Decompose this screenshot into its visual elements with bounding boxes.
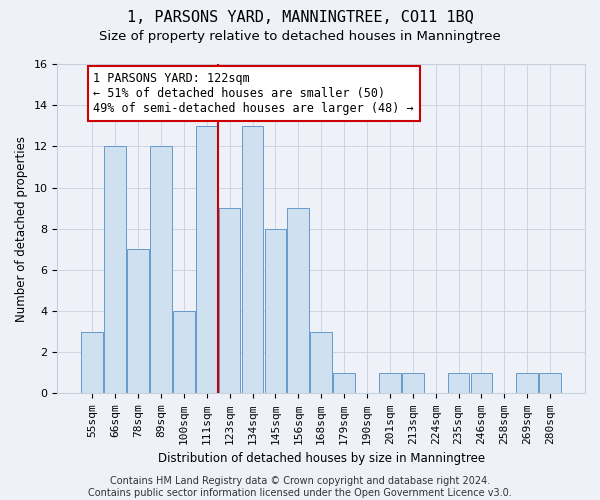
Bar	[265, 228, 286, 394]
Bar	[379, 373, 401, 394]
Bar	[104, 146, 126, 394]
Bar	[539, 373, 561, 394]
Bar	[219, 208, 241, 394]
Bar	[470, 373, 493, 394]
X-axis label: Distribution of detached houses by size in Manningtree: Distribution of detached houses by size …	[158, 452, 485, 465]
Bar	[287, 208, 309, 394]
Text: 1 PARSONS YARD: 122sqm
← 51% of detached houses are smaller (50)
49% of semi-det: 1 PARSONS YARD: 122sqm ← 51% of detached…	[94, 72, 414, 115]
Bar	[517, 373, 538, 394]
Bar	[242, 126, 263, 394]
Y-axis label: Number of detached properties: Number of detached properties	[15, 136, 28, 322]
Bar	[173, 311, 195, 394]
Bar	[448, 373, 469, 394]
Text: Size of property relative to detached houses in Manningtree: Size of property relative to detached ho…	[99, 30, 501, 43]
Bar	[82, 332, 103, 394]
Bar	[196, 126, 218, 394]
Text: Contains HM Land Registry data © Crown copyright and database right 2024.
Contai: Contains HM Land Registry data © Crown c…	[88, 476, 512, 498]
Text: 1, PARSONS YARD, MANNINGTREE, CO11 1BQ: 1, PARSONS YARD, MANNINGTREE, CO11 1BQ	[127, 10, 473, 25]
Bar	[333, 373, 355, 394]
Bar	[127, 250, 149, 394]
Bar	[150, 146, 172, 394]
Bar	[402, 373, 424, 394]
Bar	[310, 332, 332, 394]
